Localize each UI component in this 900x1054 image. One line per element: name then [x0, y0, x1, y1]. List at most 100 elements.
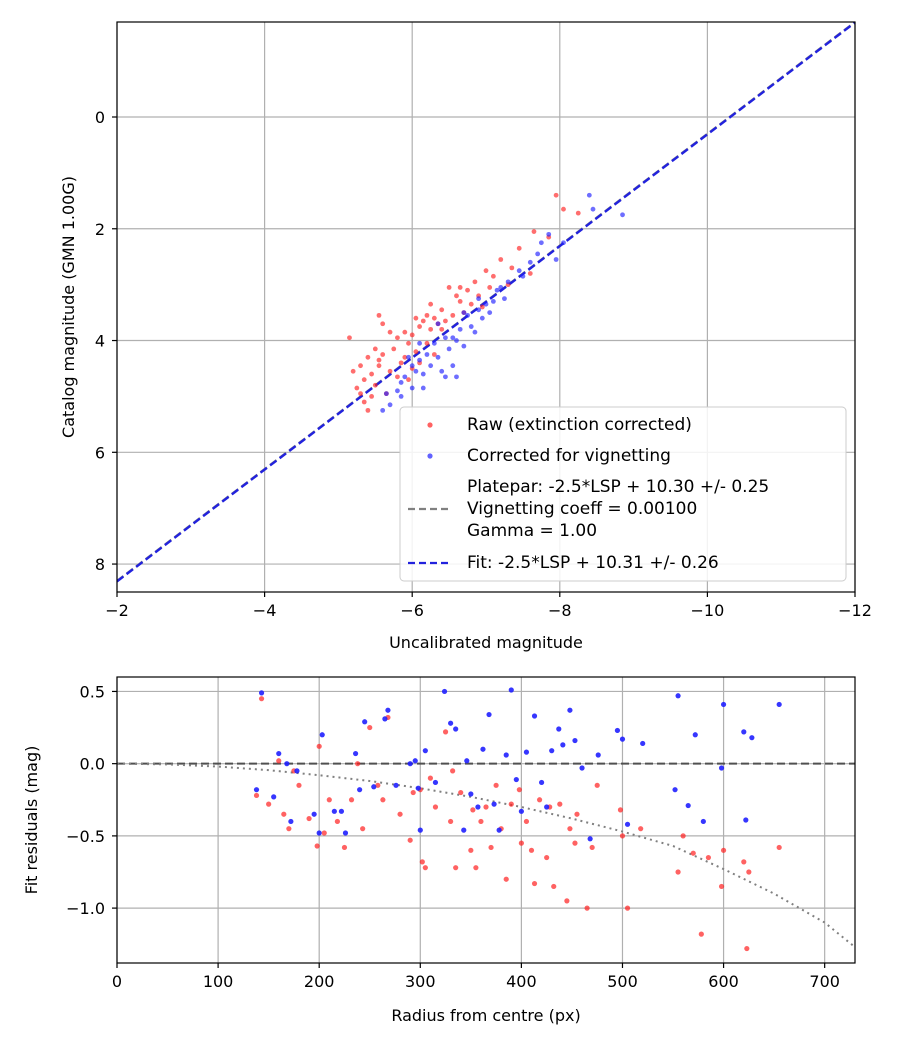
- corrected-point: [395, 388, 400, 394]
- raw-point: [365, 407, 371, 413]
- corrected-residual-point: [572, 737, 578, 744]
- corrected-point: [527, 259, 533, 265]
- raw-point: [483, 268, 489, 274]
- raw-residual-point: [296, 782, 302, 788]
- corrected-point: [498, 285, 504, 290]
- corrected-residual-point: [720, 701, 727, 708]
- corrected-point: [443, 374, 448, 380]
- corrected-point: [590, 206, 596, 212]
- raw-point: [387, 368, 393, 374]
- raw-point: [365, 354, 371, 360]
- corrected-point: [476, 296, 482, 302]
- raw-point: [446, 285, 452, 290]
- raw-residual-point: [470, 807, 476, 813]
- corrected-point: [446, 346, 452, 352]
- vignetting-curve: [117, 762, 855, 948]
- corrected-point: [520, 273, 526, 279]
- corrected-residual-point: [491, 801, 497, 807]
- corrected-point: [435, 354, 441, 360]
- bottom-x-tick-label: 400: [506, 972, 537, 991]
- corrected-residual-point: [595, 752, 601, 758]
- raw-residual-point: [453, 865, 459, 871]
- raw-point: [450, 312, 456, 318]
- raw-point: [350, 368, 356, 374]
- raw-point: [347, 335, 352, 341]
- raw-point: [509, 265, 515, 271]
- bottom-x-axis-label: Radius from centre (px): [391, 1006, 580, 1025]
- corrected-residual-point: [685, 802, 691, 809]
- corrected-residual-point: [432, 779, 439, 786]
- corrected-point: [586, 192, 592, 198]
- top-x-tick-label: −6: [400, 601, 424, 620]
- corrected-residual-point: [587, 836, 593, 842]
- raw-point: [561, 206, 566, 212]
- corrected-residual-point: [276, 750, 282, 757]
- raw-residual-point: [286, 826, 292, 832]
- raw-residual-point: [407, 837, 413, 843]
- corrected-point: [409, 363, 415, 369]
- raw-residual-point: [334, 818, 340, 825]
- raw-residual-point: [427, 775, 433, 781]
- corrected-point: [387, 402, 393, 408]
- raw-residual-point: [468, 847, 474, 853]
- corrected-point: [476, 307, 482, 313]
- raw-residual-point: [314, 843, 320, 849]
- bottom-chart: 0 100 200 300 400 500 600 700 0.5 0.0 −0.5 −1.0 Ra…: [22, 676, 856, 1025]
- raw-residual-point: [380, 797, 386, 803]
- raw-point: [380, 352, 386, 357]
- raw-point: [516, 245, 522, 251]
- raw-residual-point: [397, 811, 403, 817]
- corrected-point: [494, 287, 500, 293]
- corrected-point: [409, 385, 415, 391]
- corrected-residual-point: [253, 787, 260, 793]
- corrected-residual-point: [518, 808, 524, 814]
- raw-point: [428, 326, 434, 332]
- corrected-residual-point: [614, 727, 621, 734]
- corrected-point: [417, 357, 422, 363]
- corrected-point: [487, 310, 493, 315]
- raw-residual-point: [450, 768, 456, 774]
- raw-residual-point: [253, 792, 260, 799]
- legend-label-platepar-2: Vignetting coeff = 0.00100: [467, 499, 697, 519]
- raw-residual-point: [698, 931, 704, 937]
- raw-point: [369, 371, 375, 377]
- raw-point: [465, 287, 470, 293]
- raw-point: [439, 326, 445, 332]
- raw-residual-point: [341, 844, 348, 851]
- raw-point: [402, 354, 408, 360]
- raw-point: [372, 382, 378, 388]
- raw-residual-point: [442, 729, 449, 735]
- raw-point: [439, 307, 445, 313]
- top-y-tick-label: 0: [95, 108, 105, 127]
- corrected-residual-point: [352, 750, 359, 757]
- corrected-residual-point: [624, 821, 631, 827]
- corrected-point: [553, 257, 559, 262]
- legend-label-raw: Raw (extinction corrected): [467, 415, 692, 435]
- raw-point: [457, 285, 463, 290]
- raw-point: [424, 312, 430, 318]
- raw-point: [395, 374, 400, 380]
- bottom-x-tick-label: 700: [809, 972, 840, 991]
- top-x-axis-label: Uncalibrated magnitude: [389, 633, 583, 652]
- corrected-point: [454, 374, 459, 380]
- legend-marker-corrected: [427, 453, 433, 459]
- raw-point: [431, 315, 437, 321]
- raw-residual-point: [680, 833, 686, 839]
- corrected-residual-point: [544, 804, 550, 810]
- raw-residual-point: [473, 865, 479, 871]
- corrected-residual-point: [338, 808, 345, 814]
- corrected-point: [561, 240, 566, 246]
- raw-residual-point: [551, 883, 557, 890]
- corrected-residual-point: [382, 716, 388, 722]
- raw-residual-point: [638, 826, 644, 832]
- raw-point: [413, 315, 419, 321]
- raw-residual-point: [718, 883, 725, 890]
- top-y-tick-label: 4: [95, 332, 105, 351]
- corrected-point: [380, 407, 386, 413]
- corrected-point: [428, 363, 434, 369]
- raw-point: [575, 210, 581, 216]
- raw-residual-point: [458, 789, 464, 796]
- raw-residual-point: [557, 801, 563, 807]
- corrected-point: [439, 368, 445, 374]
